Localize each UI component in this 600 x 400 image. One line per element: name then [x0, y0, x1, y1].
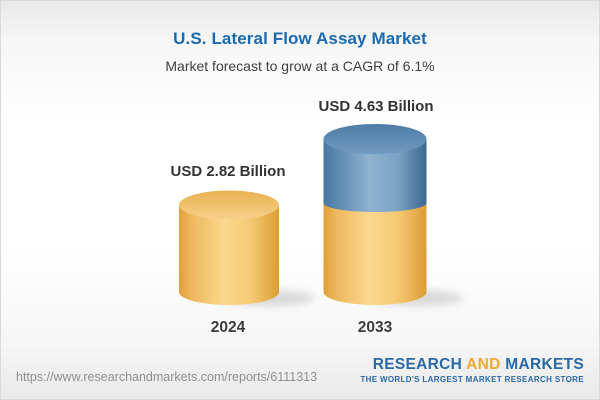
bar-2024-body — [179, 205, 279, 305]
logo-tagline: THE WORLD'S LARGEST MARKET RESEARCH STOR… — [360, 374, 584, 384]
logo-word-research: RESEARCH — [372, 356, 463, 373]
research-and-markets-logo: RESEARCH AND MARKETS THE WORLD'S LARGEST… — [360, 357, 584, 384]
bar-2033-top-face — [323, 124, 427, 154]
chart-subtitle: Market forecast to grow at a CAGR of 6.1… — [165, 58, 435, 74]
page-title: U.S. Lateral Flow Assay Market — [173, 29, 427, 48]
bar-2024-top-face — [179, 190, 279, 220]
logo-word-and: AND — [466, 356, 501, 373]
value-label-2024: USD 2.82 Billion — [170, 163, 286, 180]
bar-2024-cylinder — [179, 190, 279, 305]
bar-2033-cylinder — [323, 124, 427, 306]
report-url: https://www.researchandmarkets.com/repor… — [16, 370, 318, 384]
value-label-2033: USD 4.63 Billion — [318, 98, 434, 115]
category-label-2033: 2033 — [357, 319, 393, 336]
logo-wordmark: RESEARCH AND MARKETS — [360, 357, 584, 373]
bar-2033-growth-segment — [323, 139, 427, 212]
bar-2033-base-segment — [323, 203, 427, 306]
logo-word-markets: MARKETS — [505, 356, 584, 373]
category-label-2024: 2024 — [210, 319, 246, 336]
